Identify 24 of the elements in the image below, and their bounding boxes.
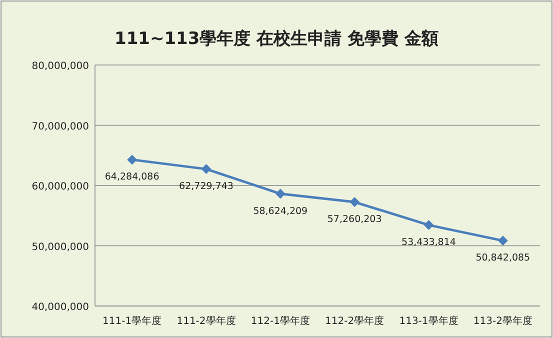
y-tick-label: 60,000,000 xyxy=(32,182,89,192)
point xyxy=(498,236,508,246)
data-label: 58,624,209 xyxy=(253,206,308,217)
point xyxy=(424,220,434,230)
point xyxy=(350,197,360,208)
x-tick-label: 113-1學年度 xyxy=(399,315,458,327)
data-label: 62,729,743 xyxy=(179,181,234,192)
data-label: 64,284,086 xyxy=(104,172,160,183)
point xyxy=(127,154,138,165)
x-tick-label: 112-1學年度 xyxy=(250,315,310,327)
chart-title: 111~113學年度 在校生申請 免學費 金額 xyxy=(114,29,438,49)
data-label: 53,433,814 xyxy=(402,237,456,248)
data-label: 57,260,203 xyxy=(327,214,382,226)
y-tick-label: 80,000,000 xyxy=(32,61,89,72)
x-tick-label: 111-2學年度 xyxy=(176,315,236,327)
x-tick-label: 113-2學年度 xyxy=(473,315,532,327)
y-tick-label: 40,000,000 xyxy=(32,302,89,313)
point xyxy=(275,188,286,199)
y-tick-label: 70,000,000 xyxy=(32,121,89,132)
point xyxy=(201,164,212,174)
data-label: 50,842,085 xyxy=(476,252,530,264)
y-tick-label: 50,000,000 xyxy=(32,242,89,253)
x-tick-label: 111-1學年度 xyxy=(102,315,162,327)
x-tick-label: 112-2學年度 xyxy=(325,315,384,327)
